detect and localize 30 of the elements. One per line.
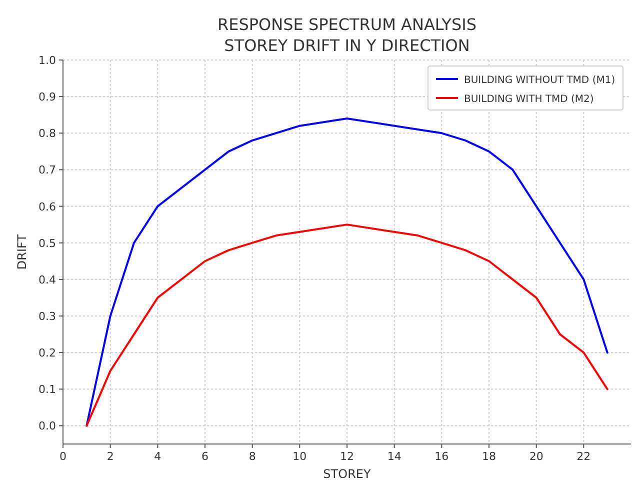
x-tick-label: 14 — [387, 450, 402, 463]
y-tick-label: 0.4 — [38, 273, 56, 286]
x-tick-label: 16 — [434, 450, 449, 463]
x-axis-title: STOREY — [323, 467, 372, 481]
y-tick-label: 0.8 — [38, 127, 56, 140]
x-tick-label: 2 — [106, 450, 114, 463]
x-tick-label: 22 — [576, 450, 591, 463]
line-series — [86, 224, 608, 427]
x-tick-label: 18 — [482, 450, 496, 463]
y-tick-label: 0.5 — [38, 236, 56, 250]
y-tick-label: 0.6 — [38, 200, 56, 214]
legend-label: BUILDING WITHOUT TMD (M1) — [464, 75, 616, 86]
y-tick-label: 0.1 — [38, 383, 56, 396]
x-tick-label: 0 — [60, 450, 66, 463]
y-tick-label: 0.3 — [38, 310, 56, 323]
chart-title: RESPONSE SPECTRUM ANALYSIS STOREY DRIFT IN Y DIRECTION — [218, 15, 476, 55]
x-tick-label: 12 — [340, 450, 354, 463]
x-tick-label: 6 — [202, 450, 208, 463]
x-tick-label: 4 — [154, 450, 162, 463]
y-tick-label: 1.0 — [38, 54, 56, 67]
y-tick-label: 0.0 — [38, 420, 56, 433]
y-tick-label: 0.2 — [38, 346, 56, 360]
line-series — [86, 118, 608, 427]
y-axis-title: DRIFT — [15, 234, 29, 270]
y-tick-label: 0.9 — [38, 90, 56, 104]
legend-label: BUILDING WITH TMD (M2) — [464, 94, 594, 105]
y-tick-label: 0.7 — [38, 164, 56, 177]
x-tick-label: 10 — [292, 450, 307, 463]
x-tick-label: 20 — [529, 450, 544, 463]
x-tick-label: 8 — [248, 450, 256, 463]
